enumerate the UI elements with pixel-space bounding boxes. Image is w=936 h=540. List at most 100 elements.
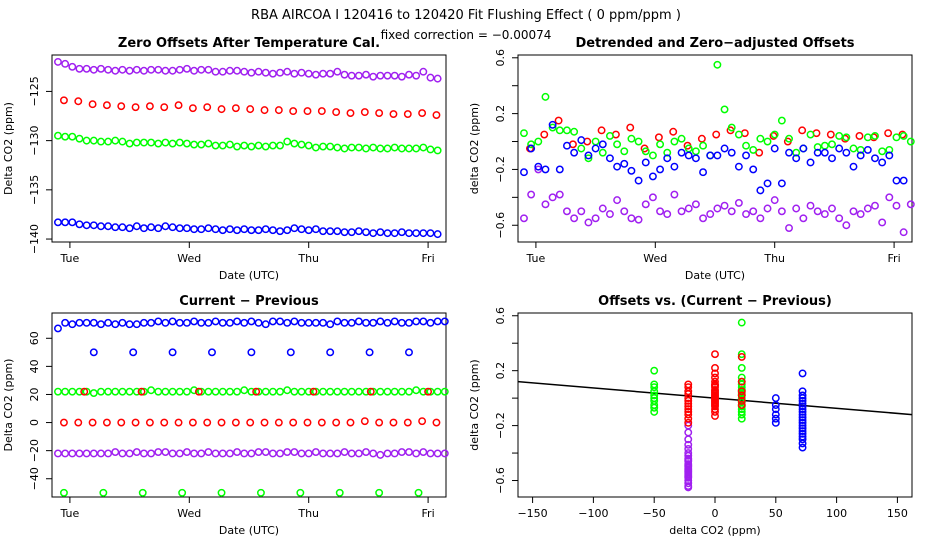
- current-previous-purple-point: [197, 449, 206, 458]
- detrended-green-point: [906, 137, 915, 146]
- zero-offsets-purple-point: [304, 69, 313, 78]
- detrended-green-point: [813, 143, 822, 152]
- zero-offsets-blue-point: [261, 225, 270, 234]
- detrended-purple-point: [555, 190, 564, 199]
- current-previous-red-lower-point: [389, 418, 398, 427]
- zero-offsets-purple-point: [132, 65, 141, 74]
- current-previous-purple-point: [54, 449, 62, 458]
- current-previous-purple-point: [75, 449, 84, 458]
- current-previous-green-upper-point: [233, 387, 242, 396]
- detrended-green-point: [871, 131, 879, 140]
- zero-offsets-green-point: [426, 145, 435, 154]
- current-previous-red-lower-point: [217, 418, 226, 427]
- detrended-green-point: [555, 126, 564, 135]
- zero-offsets-green-point: [97, 137, 105, 146]
- zero-offsets-blue-point: [276, 227, 284, 236]
- zero-offsets-green-point: [383, 144, 392, 153]
- detrended-purple-point: [770, 196, 779, 205]
- zero-offsets-red-point: [432, 111, 441, 119]
- zero-offsets-purple-point: [204, 65, 213, 74]
- zero-offsets-purple-point: [68, 62, 77, 71]
- current-previous-y-tick-label: 60: [28, 331, 41, 345]
- current-previous-green-lower-point: [256, 488, 265, 497]
- zero-offsets-purple-point: [247, 68, 256, 77]
- detrended-purple-point: [885, 193, 894, 202]
- detrended-red-point: [597, 126, 606, 135]
- detrended-blue-point: [863, 145, 872, 154]
- offsets-vs-cp-red-point: [684, 394, 693, 403]
- detrended-green-point: [605, 131, 614, 140]
- current-previous-green-upper-point: [154, 387, 163, 396]
- zero-offsets-purple-point: [147, 65, 156, 74]
- zero-offsets-purple-point: [268, 69, 277, 78]
- current-previous-purple-point: [254, 448, 263, 457]
- detrended-red-point: [855, 131, 864, 140]
- zero-offsets-green-point: [283, 137, 292, 146]
- current-previous-red-upper-point: [137, 387, 146, 396]
- current-previous-red-upper-point: [424, 387, 433, 396]
- detrended-red-point: [798, 126, 807, 135]
- current-previous-blue-upper-point: [440, 317, 449, 326]
- offsets-vs-cp-purple-point: [684, 435, 693, 444]
- current-previous-green-upper-point: [276, 387, 284, 396]
- current-previous-blue-upper-point: [397, 318, 406, 327]
- current-previous-blue-upper-point: [426, 318, 435, 327]
- current-previous-red-lower-point: [188, 418, 197, 427]
- zero-offsets-x-label: Date (UTC): [219, 269, 279, 282]
- zero-offsets-purple-point: [211, 67, 220, 76]
- zero-offsets-green-point: [412, 144, 421, 153]
- detrended-purple-point: [820, 210, 829, 219]
- current-previous-green-upper-point: [104, 387, 113, 396]
- current-previous-green-upper-point: [311, 387, 320, 396]
- offsets-vs-cp-green-point: [650, 383, 659, 392]
- zero-offsets-green-point: [290, 139, 299, 148]
- current-previous-green-upper-point: [182, 387, 191, 396]
- current-previous-green-lower-point: [296, 488, 305, 497]
- zero-offsets-blue-point: [204, 224, 213, 233]
- detrended-purple-point: [527, 190, 536, 199]
- current-previous-green-upper-point: [362, 387, 370, 396]
- offsets-vs-cp-blue-point: [798, 407, 807, 416]
- current-previous-blue-upper-point: [419, 317, 428, 326]
- current-previous-green-upper-point: [75, 387, 84, 396]
- zero-offsets-green-point: [118, 137, 127, 146]
- offsets-vs-cp-red-point: [737, 387, 746, 396]
- detrended-purple-point: [806, 201, 815, 210]
- current-previous-purple-point: [175, 449, 184, 458]
- current-previous-green-upper-point: [89, 389, 98, 398]
- zero-offsets-blue-point: [54, 218, 62, 227]
- detrended-blue-point: [570, 148, 579, 157]
- current-previous-red-lower-point: [260, 418, 269, 427]
- zero-offsets-green-point: [376, 144, 385, 153]
- zero-offsets-purple-point: [283, 67, 292, 76]
- detrended-purple-point: [627, 214, 636, 223]
- offsets-vs-cp-purple-point: [684, 479, 693, 488]
- zero-offsets-green-point: [89, 136, 98, 145]
- zero-offsets-green-point: [211, 141, 220, 150]
- current-previous-y-tick-label: 40: [28, 359, 41, 373]
- detrended-purple-point: [648, 193, 657, 202]
- detrended-green-point: [899, 131, 908, 140]
- current-previous-purple-point: [290, 448, 299, 457]
- zero-offsets-x-tick-label: Wed: [177, 252, 201, 265]
- offsets-vs-cp-red-point: [711, 407, 719, 416]
- detrended-blue-point: [792, 154, 801, 163]
- current-previous-green-upper-point: [225, 387, 234, 396]
- detrended-purple-point: [899, 228, 908, 237]
- offsets-vs-cp-green-point: [650, 366, 659, 375]
- zero-offsets-green-point: [276, 141, 284, 150]
- zero-offsets-blue-point: [75, 220, 84, 229]
- detrended-blue-point: [813, 148, 822, 157]
- zero-offsets-blue-point: [147, 223, 156, 232]
- offsets-vs-cp-blue-point: [771, 414, 780, 423]
- current-previous-purple-point: [218, 449, 227, 458]
- detrended-blue-point: [713, 151, 722, 160]
- detrended-blue-point: [520, 168, 528, 177]
- current-previous-red-upper-point: [366, 387, 375, 396]
- offsets-vs-cp-red-point: [711, 350, 719, 359]
- current-previous-red-lower-point: [346, 418, 355, 427]
- detrended-green-point: [792, 148, 801, 157]
- zero-offsets-green-point: [254, 141, 263, 150]
- current-previous-green-lower-point: [99, 488, 108, 497]
